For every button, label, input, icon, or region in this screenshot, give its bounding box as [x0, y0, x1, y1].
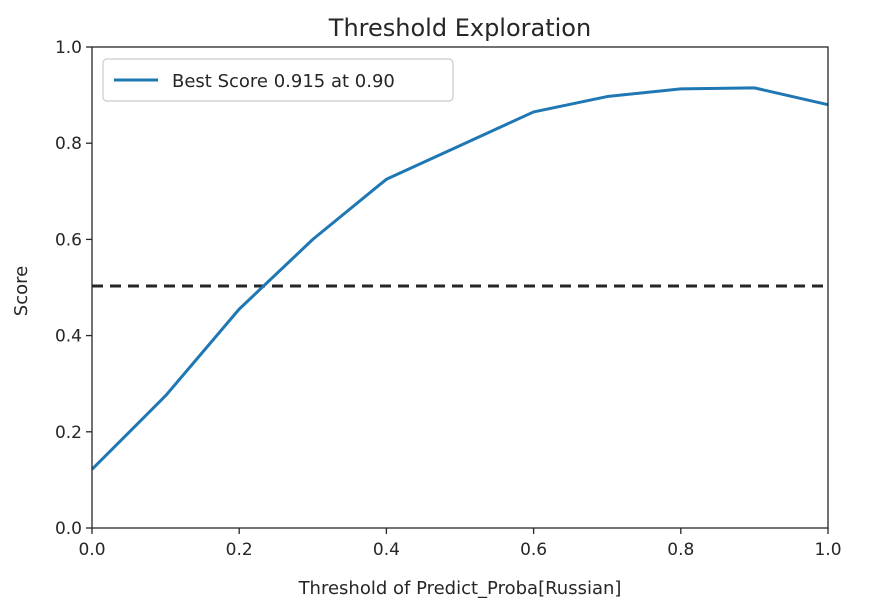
y-tick-label: 0.2: [55, 423, 82, 443]
y-tick-label: 1.0: [55, 38, 82, 58]
chart-title: Threshold Exploration: [328, 14, 591, 42]
y-tick-label: 0.6: [55, 230, 82, 250]
x-tick-label: 0.0: [78, 540, 105, 560]
y-tick-label: 0.8: [55, 134, 82, 154]
y-tick-label: 0.0: [55, 519, 82, 539]
x-tick-label: 1.0: [814, 540, 841, 560]
series-line-0: [90, 86, 829, 471]
x-tick-label: 0.4: [373, 540, 400, 560]
x-tick-label: 0.8: [667, 540, 694, 560]
x-tick-label: 0.6: [520, 540, 547, 560]
x-tick-label: 0.2: [226, 540, 253, 560]
y-tick-label: 0.4: [55, 327, 82, 347]
legend-label: Best Score 0.915 at 0.90: [172, 71, 395, 92]
legend: Best Score 0.915 at 0.90: [102, 58, 454, 102]
legend-box: [102, 58, 454, 102]
x-axis-label: Threshold of Predict_Proba[Russian]: [298, 578, 622, 599]
plot-frame: [91, 46, 829, 529]
y-axis-label: Score: [11, 266, 32, 316]
